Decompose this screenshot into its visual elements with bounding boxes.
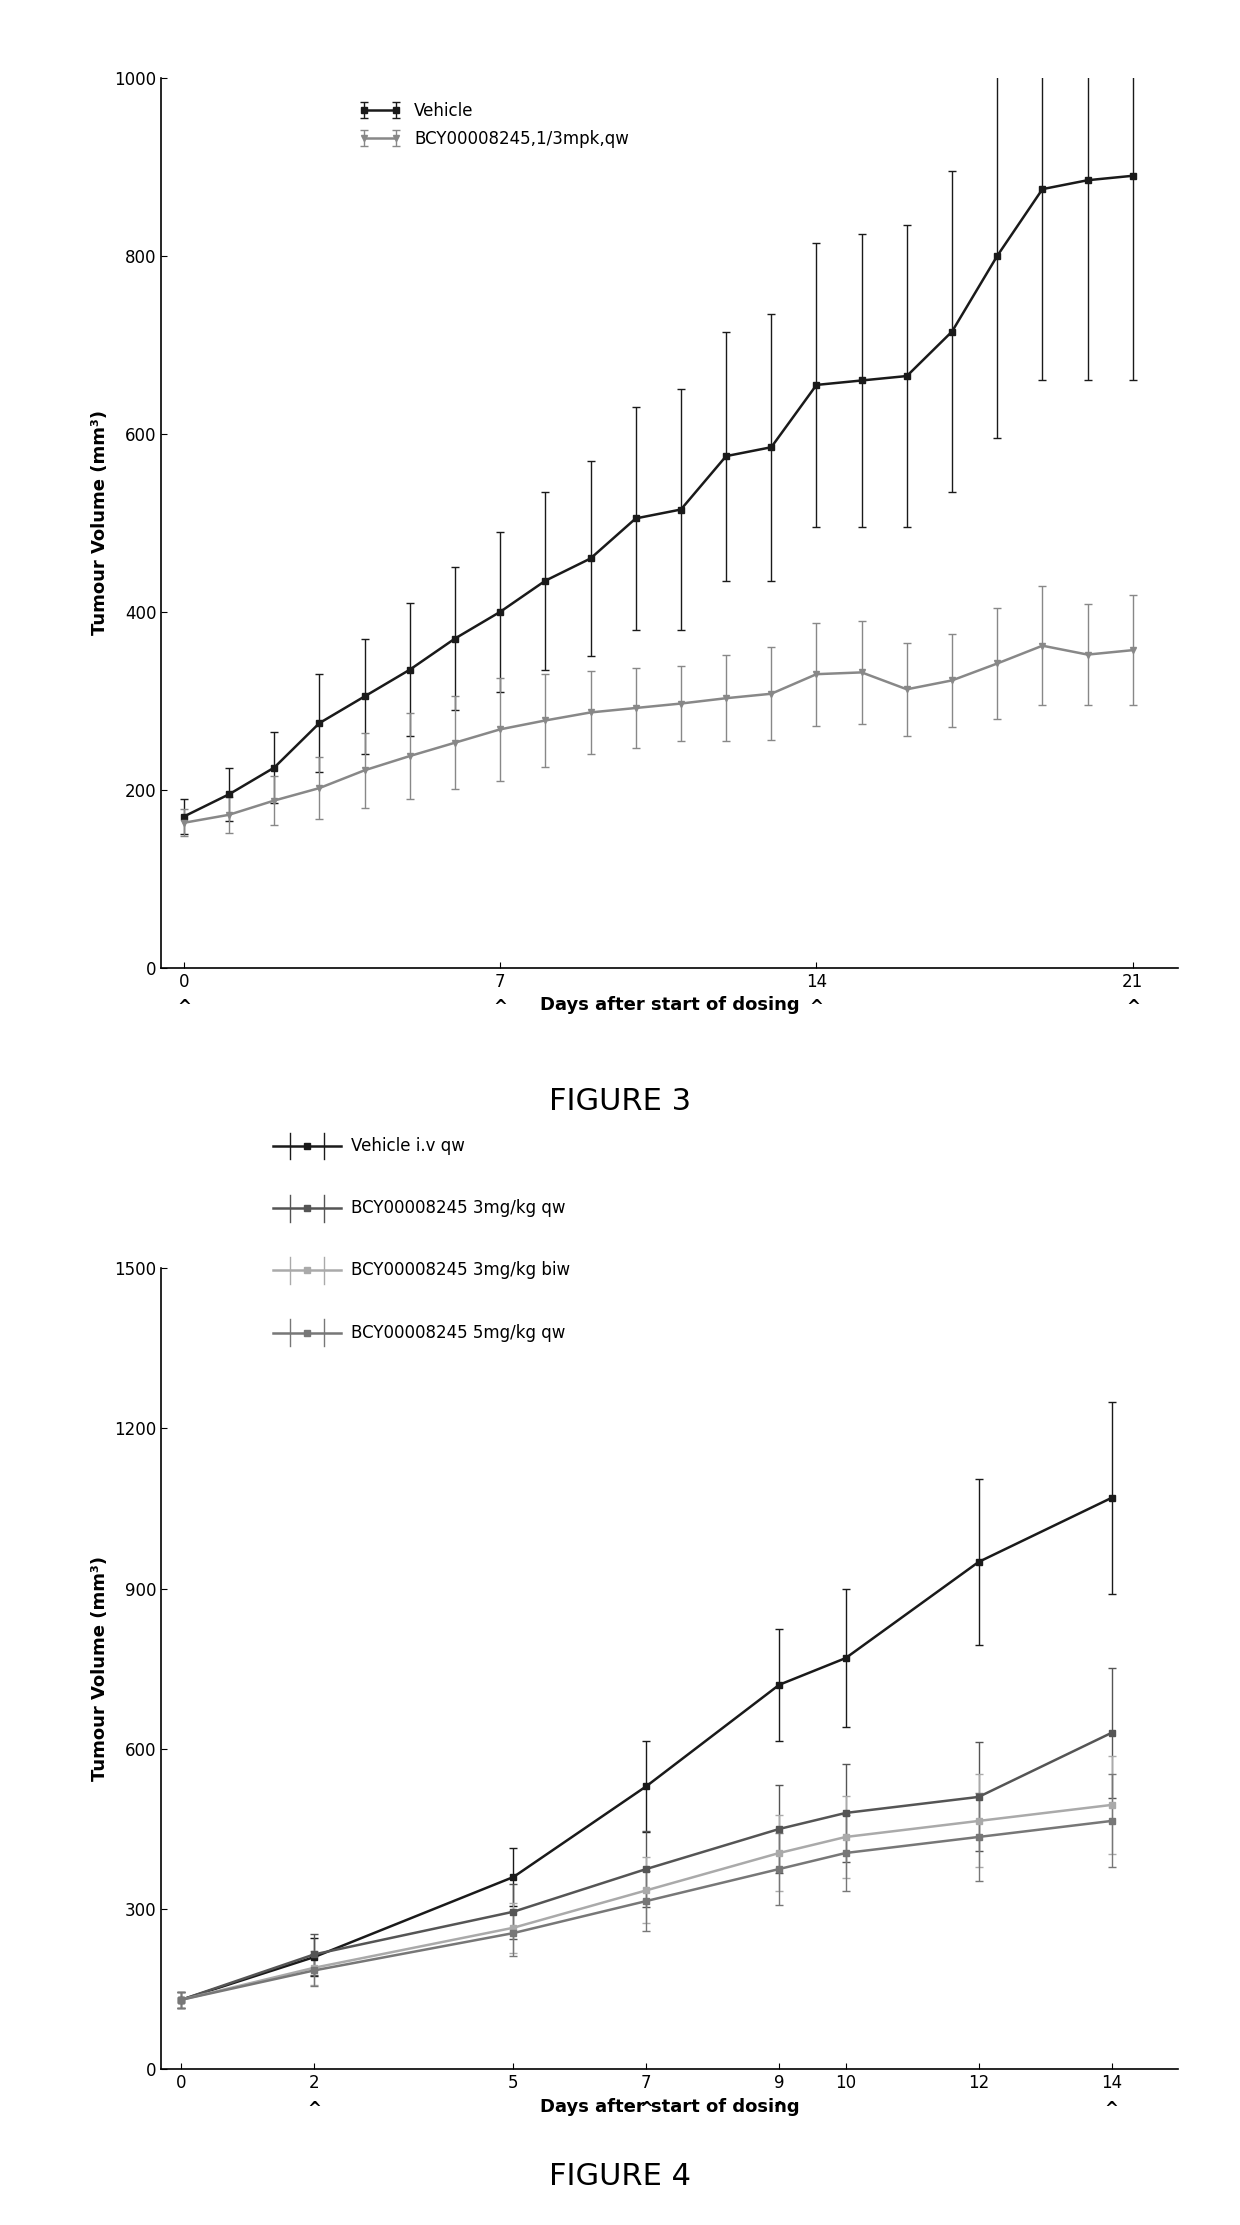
Y-axis label: Tumour Volume (mm³): Tumour Volume (mm³) — [91, 1555, 109, 1782]
Text: ^: ^ — [177, 999, 191, 1017]
Legend: Vehicle, BCY00008245,1/3mpk,qw: Vehicle, BCY00008245,1/3mpk,qw — [352, 96, 636, 154]
Text: BCY00008245 3mg/kg biw: BCY00008245 3mg/kg biw — [351, 1262, 570, 1279]
Text: BCY00008245 5mg/kg qw: BCY00008245 5mg/kg qw — [351, 1324, 565, 1342]
Text: ^: ^ — [494, 999, 507, 1017]
Text: BCY00008245 3mg/kg qw: BCY00008245 3mg/kg qw — [351, 1199, 565, 1217]
Text: FIGURE 3: FIGURE 3 — [549, 1086, 691, 1117]
Text: FIGURE 4: FIGURE 4 — [549, 2160, 691, 2192]
Y-axis label: Tumour Volume (mm³): Tumour Volume (mm³) — [91, 409, 109, 636]
X-axis label: Days after start of dosing: Days after start of dosing — [539, 997, 800, 1015]
Text: ^: ^ — [810, 999, 823, 1017]
Text: ^: ^ — [308, 2100, 321, 2118]
Text: Vehicle i.v qw: Vehicle i.v qw — [351, 1137, 465, 1155]
Text: ^: ^ — [1126, 999, 1140, 1017]
Text: ^: ^ — [1105, 2100, 1118, 2118]
X-axis label: Days after start of dosing: Days after start of dosing — [539, 2098, 800, 2116]
Text: ^: ^ — [640, 2100, 653, 2118]
Text: ^: ^ — [773, 2100, 786, 2118]
